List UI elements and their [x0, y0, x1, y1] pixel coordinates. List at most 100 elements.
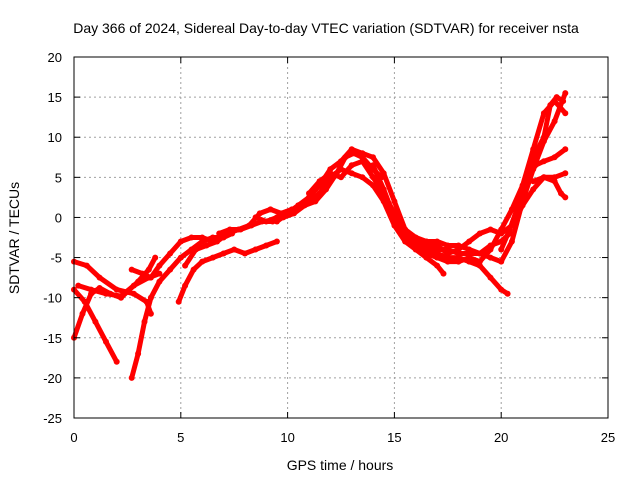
- data-point: [391, 198, 398, 205]
- y-tick-label: 0: [55, 210, 62, 225]
- data-point: [444, 242, 451, 249]
- data-point: [130, 282, 137, 289]
- data-point: [252, 214, 259, 221]
- y-tick-label: 20: [48, 50, 62, 65]
- x-tick-label: 20: [494, 430, 508, 445]
- y-tick-label: -25: [43, 411, 62, 426]
- data-point: [434, 238, 441, 245]
- data-point: [551, 118, 558, 125]
- data-point: [209, 254, 216, 261]
- data-point: [508, 222, 515, 229]
- data-point: [562, 90, 569, 97]
- data-point: [327, 170, 334, 177]
- data-point: [190, 266, 197, 273]
- plot-frame: [73, 56, 609, 419]
- data-point: [487, 254, 494, 261]
- data-point: [156, 270, 163, 277]
- data-point: [113, 286, 120, 293]
- data-point: [81, 298, 88, 305]
- data-point: [103, 338, 109, 345]
- chart-title: Day 366 of 2024, Sidereal Day-to-day VTE…: [73, 20, 579, 36]
- data-point: [370, 154, 376, 161]
- data-point: [152, 254, 159, 261]
- data-point: [182, 262, 189, 269]
- data-point: [263, 242, 270, 249]
- data-point: [498, 246, 505, 253]
- data-point: [359, 174, 366, 181]
- y-tick-label: -15: [43, 331, 62, 346]
- data-point: [177, 238, 184, 245]
- data-point: [252, 246, 259, 253]
- data-point: [440, 270, 447, 277]
- data-point: [237, 226, 244, 233]
- data-point: [118, 293, 124, 300]
- data-point: [348, 170, 355, 177]
- y-axis-label: SDTVAR / TECUs: [6, 182, 22, 294]
- data-point: [248, 222, 255, 229]
- data-point: [402, 230, 409, 237]
- data-point: [466, 254, 473, 261]
- x-axis-ticks: 0 5 10 15 20 25: [70, 57, 615, 445]
- data-point: [273, 218, 280, 225]
- data-point: [476, 258, 483, 265]
- data-point: [263, 218, 270, 225]
- data-point: [316, 190, 323, 197]
- data-point: [562, 194, 569, 201]
- data-point: [156, 278, 163, 285]
- data-point: [192, 246, 199, 253]
- data-point: [487, 274, 494, 281]
- data-point: [466, 238, 473, 245]
- data-point: [75, 282, 82, 289]
- data-point: [455, 258, 462, 265]
- data-point: [498, 286, 505, 293]
- data-point: [241, 250, 248, 257]
- x-tick-label: 0: [70, 430, 77, 445]
- data-point: [79, 310, 86, 317]
- data-point: [226, 226, 233, 233]
- data-point: [562, 146, 569, 153]
- data-point: [444, 258, 451, 265]
- x-tick-label: 15: [387, 430, 401, 445]
- data-point: [519, 190, 526, 197]
- data-point: [540, 174, 547, 181]
- data-point: [540, 110, 547, 117]
- data-point: [306, 190, 312, 197]
- series-group: [71, 90, 569, 381]
- data-point: [273, 238, 280, 245]
- grid: [74, 57, 608, 418]
- x-tick-label: 25: [601, 430, 615, 445]
- data-point: [508, 238, 515, 245]
- data-point: [553, 94, 560, 101]
- data-point: [562, 170, 569, 177]
- data-point: [182, 282, 189, 289]
- data-point: [135, 350, 142, 357]
- data-point: [284, 210, 291, 217]
- data-point: [412, 246, 419, 253]
- x-tick-label: 5: [177, 430, 184, 445]
- x-tick-label: 10: [280, 430, 294, 445]
- data-point: [487, 226, 494, 233]
- series-line-arc-15: [402, 98, 568, 265]
- y-tick-label: 15: [48, 90, 62, 105]
- data-point: [551, 178, 558, 185]
- data-point: [504, 290, 511, 297]
- data-point: [455, 242, 462, 249]
- x-axis-label: GPS time / hours: [287, 457, 394, 473]
- data-point: [551, 154, 558, 161]
- y-tick-label: -5: [50, 251, 62, 266]
- data-point: [103, 290, 109, 297]
- data-point: [359, 158, 366, 165]
- data-point: [380, 186, 387, 193]
- y-tick-label: -10: [43, 291, 62, 306]
- data-point: [348, 162, 355, 169]
- data-point: [156, 262, 163, 269]
- data-point: [220, 250, 227, 257]
- y-axis-ticks: -25 -20 -15 -10 -5 0 5 10 15 20: [43, 50, 608, 426]
- data-point: [88, 286, 95, 293]
- data-point: [466, 246, 473, 253]
- data-point: [370, 174, 376, 181]
- data-point: [508, 206, 515, 213]
- data-point: [476, 250, 483, 257]
- data-point: [412, 234, 419, 241]
